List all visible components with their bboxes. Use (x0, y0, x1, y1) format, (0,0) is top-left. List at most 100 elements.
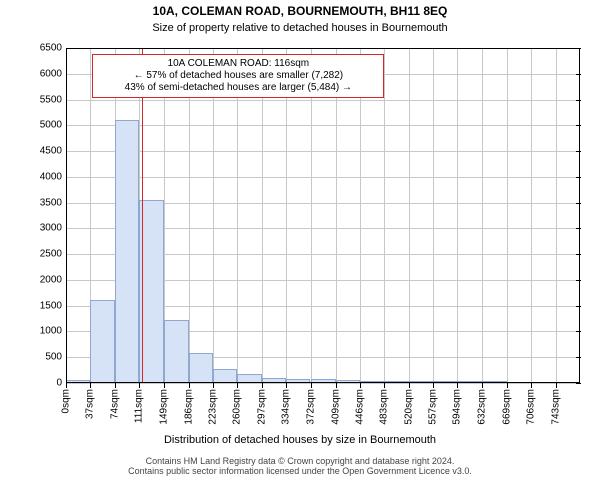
histogram-bar (360, 381, 384, 383)
histogram-bar (286, 379, 310, 383)
xtick-mark (360, 383, 361, 388)
xtick-mark (66, 383, 67, 388)
histogram-bar (66, 380, 90, 383)
gridline-v (66, 48, 67, 383)
ytick-label: 1500 (40, 300, 66, 311)
ytick-label: 4500 (40, 146, 66, 157)
ytick-mark (576, 383, 581, 384)
xtick-label: 37sqm (85, 389, 96, 419)
xtick-mark (139, 383, 140, 388)
xtick-mark (457, 383, 458, 388)
xtick-label: 372sqm (306, 389, 317, 425)
gridline-v (556, 48, 557, 383)
gridline-v (409, 48, 410, 383)
xtick-label: 520sqm (403, 389, 414, 425)
ytick-label: 5000 (40, 120, 66, 131)
gridline-v (286, 48, 287, 383)
ytick-mark (576, 48, 581, 49)
xtick-mark (213, 383, 214, 388)
gridline-v (384, 48, 385, 383)
ytick-label: 3500 (40, 197, 66, 208)
xtick-mark (384, 383, 385, 388)
gridline-v (360, 48, 361, 383)
xtick-label: 111sqm (134, 389, 145, 423)
xtick-mark (237, 383, 238, 388)
ytick-label: 3000 (40, 223, 66, 234)
ytick-mark (576, 331, 581, 332)
xtick-label: 743sqm (550, 389, 561, 425)
xtick-mark (409, 383, 410, 388)
xtick-label: 297sqm (256, 389, 267, 425)
xtick-mark (531, 383, 532, 388)
histogram-bar (482, 381, 506, 383)
chart-title: 10A, COLEMAN ROAD, BOURNEMOUTH, BH11 8EQ (0, 4, 600, 18)
ytick-label: 6500 (40, 43, 66, 54)
gridline-v (262, 48, 263, 383)
histogram-bar (336, 380, 360, 383)
ytick-mark (576, 357, 581, 358)
gridline-v (507, 48, 508, 383)
plot-area: 0500100015002000250030003500400045005000… (66, 48, 580, 383)
xtick-mark (164, 383, 165, 388)
chart-subtitle: Size of property relative to detached ho… (0, 22, 600, 34)
ytick-label: 6000 (40, 68, 66, 79)
footer-attribution: Contains HM Land Registry data © Crown c… (0, 456, 600, 477)
histogram-bar (164, 320, 188, 383)
ytick-mark (576, 203, 581, 204)
ytick-mark (576, 228, 581, 229)
gridline-v (531, 48, 532, 383)
xtick-label: 223sqm (207, 389, 218, 425)
histogram-bar (90, 300, 114, 383)
xtick-mark (433, 383, 434, 388)
xtick-label: 632sqm (477, 389, 488, 425)
x-axis-label: Distribution of detached houses by size … (0, 434, 600, 446)
xtick-label: 557sqm (428, 389, 439, 425)
ytick-mark (576, 100, 581, 101)
xtick-label: 594sqm (452, 389, 463, 425)
ytick-label: 2000 (40, 274, 66, 285)
ytick-mark (576, 306, 581, 307)
footer-line-2: Contains public sector information licen… (0, 466, 600, 476)
ytick-label: 2500 (40, 249, 66, 260)
xtick-label: 706sqm (526, 389, 537, 425)
histogram-bar (384, 381, 408, 383)
histogram-bar (237, 374, 261, 383)
gridline-v (336, 48, 337, 383)
chart-container: 10A, COLEMAN ROAD, BOURNEMOUTH, BH11 8EQ… (0, 0, 600, 500)
xtick-label: 446sqm (354, 389, 365, 425)
ytick-label: 5500 (40, 94, 66, 105)
annotation-box: 10A COLEMAN ROAD: 116sqm← 57% of detache… (92, 54, 384, 98)
xtick-mark (189, 383, 190, 388)
property-marker-line (142, 48, 143, 383)
xtick-label: 149sqm (159, 389, 170, 425)
annotation-line-1: 10A COLEMAN ROAD: 116sqm (97, 58, 379, 70)
gridline-v (189, 48, 190, 383)
xtick-mark (286, 383, 287, 388)
gridline-v (433, 48, 434, 383)
xtick-label: 669sqm (501, 389, 512, 425)
gridline-v (237, 48, 238, 383)
ytick-mark (576, 254, 581, 255)
gridline-v (457, 48, 458, 383)
footer-line-1: Contains HM Land Registry data © Crown c… (0, 456, 600, 466)
xtick-label: 0sqm (61, 389, 72, 413)
gridline-h (66, 383, 580, 384)
histogram-bar (457, 381, 481, 383)
xtick-label: 483sqm (379, 389, 390, 425)
histogram-bar (433, 381, 457, 383)
histogram-bar (189, 353, 213, 383)
gridline-v (482, 48, 483, 383)
histogram-bar (311, 379, 335, 383)
xtick-label: 409sqm (330, 389, 341, 425)
xtick-label: 260sqm (232, 389, 243, 425)
ytick-mark (576, 177, 581, 178)
xtick-mark (556, 383, 557, 388)
annotation-line-2: ← 57% of detached houses are smaller (7,… (97, 70, 379, 82)
xtick-label: 74sqm (109, 389, 120, 419)
xtick-mark (90, 383, 91, 388)
xtick-mark (336, 383, 337, 388)
annotation-line-3: 43% of semi-detached houses are larger (… (97, 82, 379, 94)
gridline-v (311, 48, 312, 383)
xtick-mark (507, 383, 508, 388)
ytick-label: 500 (45, 352, 66, 363)
